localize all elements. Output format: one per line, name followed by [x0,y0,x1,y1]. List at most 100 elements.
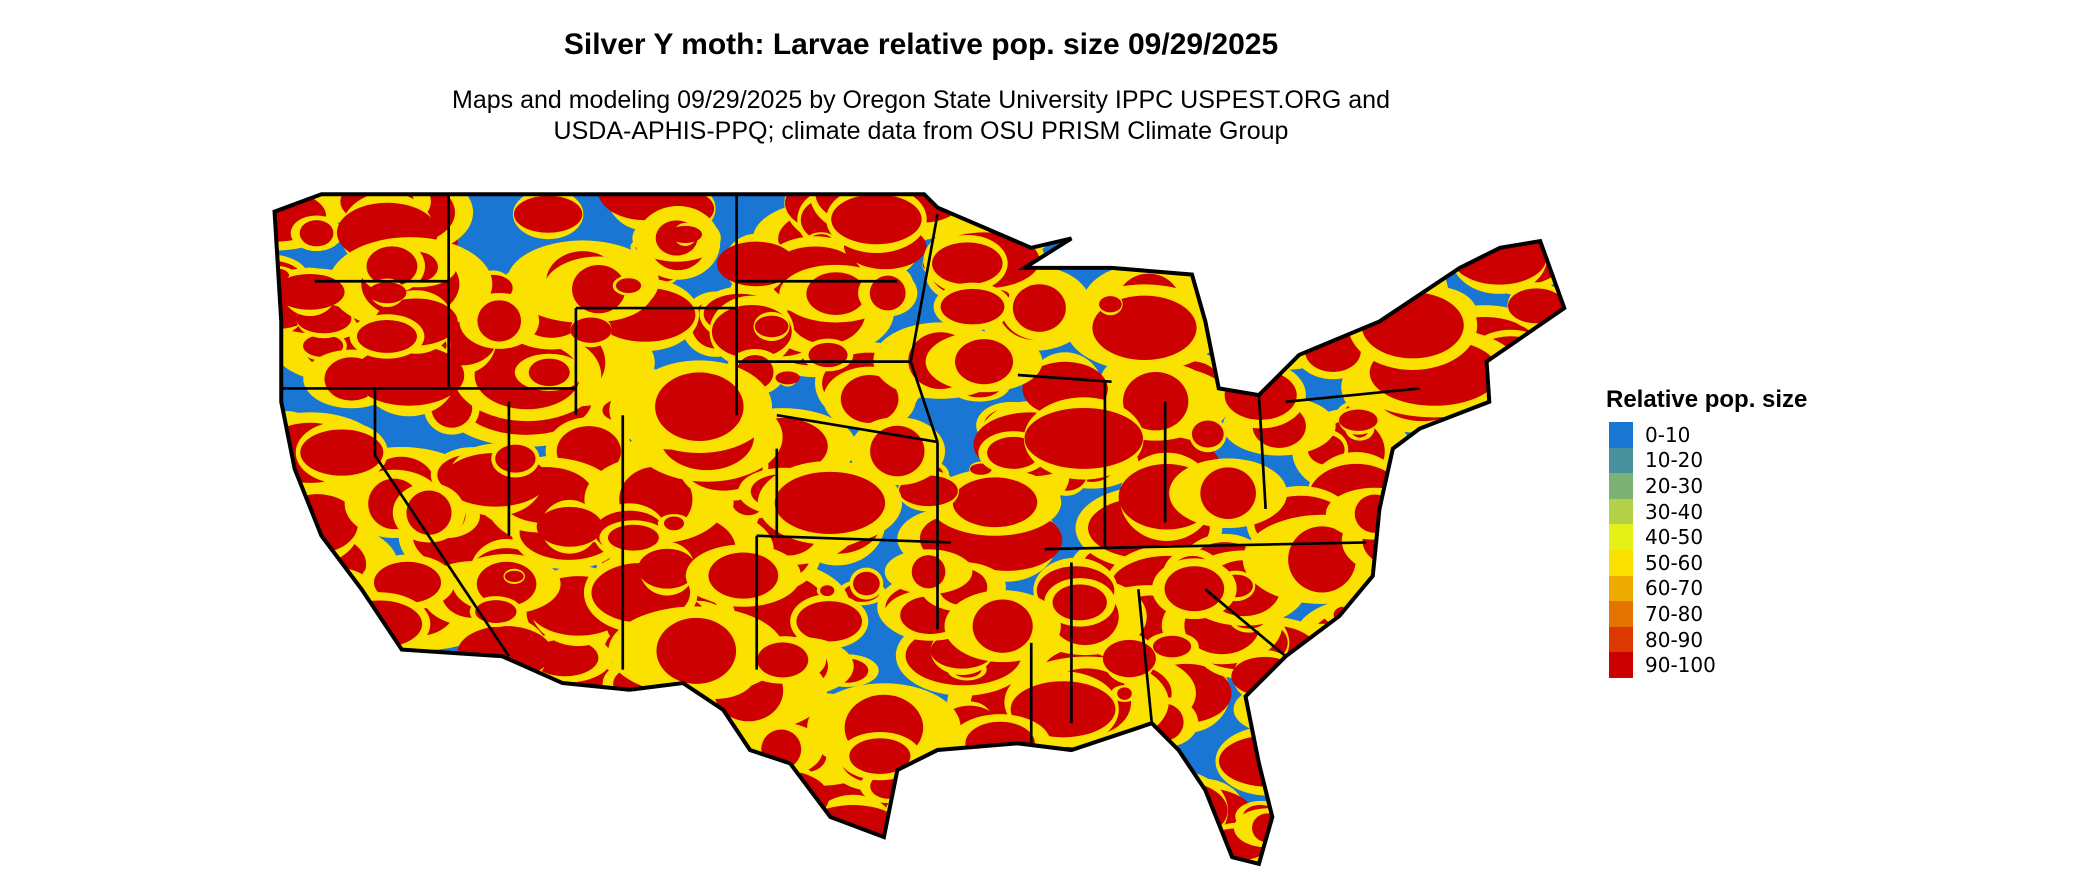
population-patch [774,471,886,535]
population-patch [1537,419,1558,435]
population-patch [955,784,979,803]
population-patch [487,815,582,864]
population-patch [754,315,789,338]
population-patch [448,688,498,730]
population-patch [940,288,1005,325]
population-patch [1057,760,1126,810]
population-patch [1268,780,1363,832]
population-patch [1420,583,1554,651]
population-patch [1390,735,1432,761]
population-patch [404,789,463,840]
map-title: Silver Y moth: Larvae relative pop. size… [563,28,1279,61]
population-patch [571,766,638,814]
population-patch [343,694,405,733]
population-patch [1513,499,1561,531]
population-patch [1403,753,1444,777]
population-patch [1452,553,1522,602]
population-patch [949,806,1020,851]
population-patch [1317,246,1336,260]
population-patch [575,762,672,816]
population-patch [1465,450,1500,474]
population-patch [1525,676,1565,731]
population-patch [1365,511,1489,573]
population-patch [1458,522,1528,591]
population-patch [1299,297,1322,312]
population-patch [1461,755,1565,843]
population-patch [1145,224,1207,272]
population-patch [1517,692,1565,738]
population-patch [1415,599,1554,680]
population-patch [887,818,955,864]
population-patch [955,339,1014,385]
population-patch [944,781,989,806]
population-patch [494,824,575,864]
population-patch [898,475,958,507]
population-patch [1126,806,1200,853]
population-patch [299,220,334,247]
population-patch [1152,205,1224,276]
population-patch [1472,539,1545,585]
population-patch [1379,194,1452,222]
population-patch [979,743,1050,791]
population-patch [1428,571,1547,662]
population-patch [1484,539,1565,608]
us-outline [272,192,1567,867]
population-patch [1283,783,1311,800]
population-patch [1102,639,1156,678]
population-patch [570,317,612,343]
population-patch [274,844,299,864]
population-patch [1403,634,1440,662]
population-patch [1342,562,1467,644]
population-patch [1502,508,1522,522]
legend-item: 40-50 [1609,524,1807,550]
population-patch [301,631,324,652]
population-patch [274,638,366,732]
population-patch [1461,767,1565,828]
population-patch [1329,832,1445,864]
population-patch [1368,194,1390,207]
population-patch [1350,839,1382,861]
population-patch [897,825,946,864]
state-border [1257,395,1267,510]
population-patch [375,780,491,849]
population-patch [528,358,570,387]
population-patch [1191,420,1224,448]
legend-swatch [1609,422,1633,448]
population-patch [835,848,886,864]
population-patch [1160,812,1174,825]
population-patch [1049,204,1119,243]
population-patch [638,716,671,744]
legend-label: 50-60 [1645,550,1704,575]
population-patch [1523,726,1565,756]
population-patch [274,506,286,541]
population-patch [1287,779,1334,808]
population-patch [379,733,503,816]
population-patch [1466,745,1559,826]
population-patch [285,721,371,788]
population-patch [274,759,426,842]
population-patch [1499,506,1526,524]
state-border [776,413,938,444]
population-patch [1293,198,1375,249]
population-patch [1450,605,1565,680]
population-patch [1405,654,1514,721]
population-patch [536,506,603,547]
population-patch [572,264,626,314]
population-patch [1493,365,1529,388]
population-patch [701,756,766,798]
population-patch [1460,734,1532,798]
population-patch [475,600,517,624]
population-patch [1431,813,1531,864]
population-patch [274,716,373,801]
population-patch [1488,361,1533,392]
population-patch [373,561,442,604]
legend-label: 10-20 [1645,448,1704,473]
population-patch [1479,502,1514,532]
population-patch [274,719,328,765]
population-patch [1192,250,1298,313]
legend-swatch [1609,473,1633,499]
population-patch [1539,201,1565,225]
population-patch [1380,644,1449,699]
population-patch [783,820,814,841]
population-patch [1164,566,1225,612]
